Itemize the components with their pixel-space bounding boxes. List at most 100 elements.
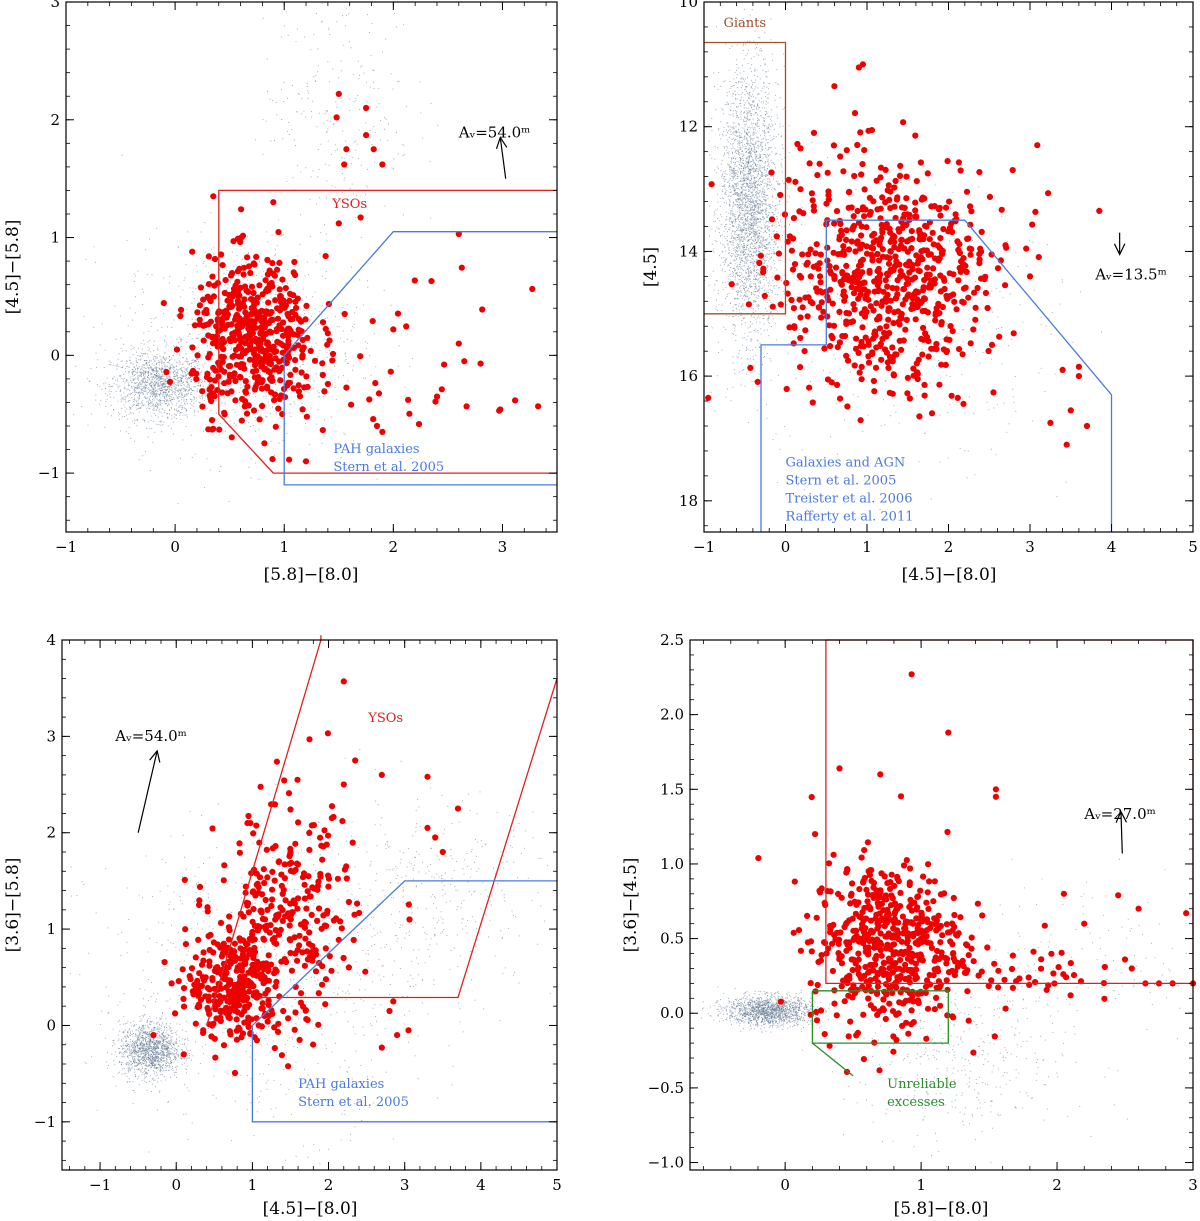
- field-star: [156, 405, 158, 407]
- field-star: [738, 201, 740, 203]
- field-star: [139, 372, 141, 374]
- field-star: [734, 216, 736, 218]
- field-star: [765, 161, 767, 163]
- field-star: [763, 245, 765, 247]
- field-star: [136, 382, 138, 384]
- field-star: [752, 252, 754, 254]
- field-star: [767, 214, 769, 216]
- field-star: [217, 367, 218, 369]
- field-star: [143, 367, 145, 369]
- field-star: [180, 377, 182, 379]
- field-star: [172, 354, 174, 356]
- field-star: [164, 379, 166, 381]
- field-star: [316, 126, 318, 128]
- field-star: [736, 271, 738, 273]
- field-star: [137, 384, 139, 386]
- field-star: [143, 291, 144, 293]
- field-star: [768, 250, 770, 252]
- field-star: [747, 144, 749, 146]
- field-star: [772, 244, 774, 246]
- field-star: [726, 202, 727, 204]
- field-star: [157, 377, 159, 379]
- field-star: [752, 208, 753, 210]
- field-star: [265, 398, 267, 400]
- field-star: [736, 284, 738, 286]
- field-star: [188, 378, 190, 380]
- field-star: [160, 412, 162, 414]
- field-star: [162, 378, 164, 380]
- field-star: [760, 205, 762, 207]
- yso-point: [415, 421, 423, 428]
- field-star: [149, 351, 151, 353]
- field-star: [739, 219, 741, 220]
- yso-point: [248, 328, 255, 336]
- field-star: [751, 161, 753, 163]
- field-star: [309, 340, 311, 341]
- field-star: [378, 87, 380, 89]
- field-star: [732, 85, 734, 87]
- field-star: [225, 377, 227, 379]
- yso-point: [511, 397, 519, 404]
- field-star: [308, 320, 310, 322]
- field-star: [163, 380, 165, 382]
- field-star: [180, 378, 182, 380]
- field-star: [744, 213, 746, 215]
- field-star: [726, 101, 728, 103]
- field-star: [165, 352, 167, 354]
- field-star: [766, 86, 768, 88]
- field-star: [168, 389, 170, 391]
- field-star: [149, 428, 151, 430]
- field-star: [713, 248, 715, 250]
- field-star: [126, 365, 128, 367]
- field-star: [204, 363, 206, 364]
- field-star: [195, 397, 197, 399]
- field-star: [747, 216, 749, 218]
- field-star: [728, 151, 730, 153]
- field-star: [750, 140, 752, 142]
- field-star: [753, 170, 755, 172]
- field-star: [357, 95, 359, 96]
- field-star: [733, 115, 735, 117]
- field-star: [113, 409, 114, 411]
- field-star: [137, 405, 139, 407]
- field-star: [88, 380, 90, 382]
- field-star: [767, 97, 769, 99]
- field-star: [119, 413, 121, 415]
- field-star: [759, 346, 760, 348]
- yso-point: [222, 277, 229, 284]
- field-star: [782, 125, 784, 127]
- field-star: [173, 370, 175, 372]
- field-star: [135, 419, 137, 421]
- field-star: [753, 172, 755, 174]
- y-axis-title: [4.5]−[5.8]: [3, 220, 23, 315]
- field-star: [743, 236, 745, 238]
- field-star: [177, 391, 179, 392]
- yso-point: [235, 329, 242, 336]
- field-star: [742, 219, 743, 221]
- field-star: [156, 369, 158, 371]
- field-star: [167, 403, 169, 405]
- field-star: [739, 252, 741, 254]
- yso-point: [173, 346, 181, 353]
- field-star: [293, 139, 295, 141]
- yso-point: [244, 383, 251, 390]
- field-star: [359, 279, 361, 281]
- field-star: [727, 196, 729, 197]
- field-star: [768, 260, 770, 262]
- field-star: [737, 153, 739, 155]
- field-star: [189, 344, 191, 346]
- field-star: [753, 213, 755, 215]
- field-star: [705, 251, 707, 253]
- field-star: [160, 397, 162, 399]
- field-star: [747, 207, 749, 209]
- field-star: [161, 384, 163, 386]
- yso-point: [269, 456, 276, 463]
- field-star: [751, 194, 753, 196]
- field-star: [185, 264, 187, 266]
- field-star: [747, 177, 749, 178]
- field-star: [181, 348, 183, 350]
- field-star: [746, 245, 748, 246]
- field-star: [345, 14, 347, 16]
- field-star: [740, 357, 742, 359]
- field-star: [320, 143, 322, 145]
